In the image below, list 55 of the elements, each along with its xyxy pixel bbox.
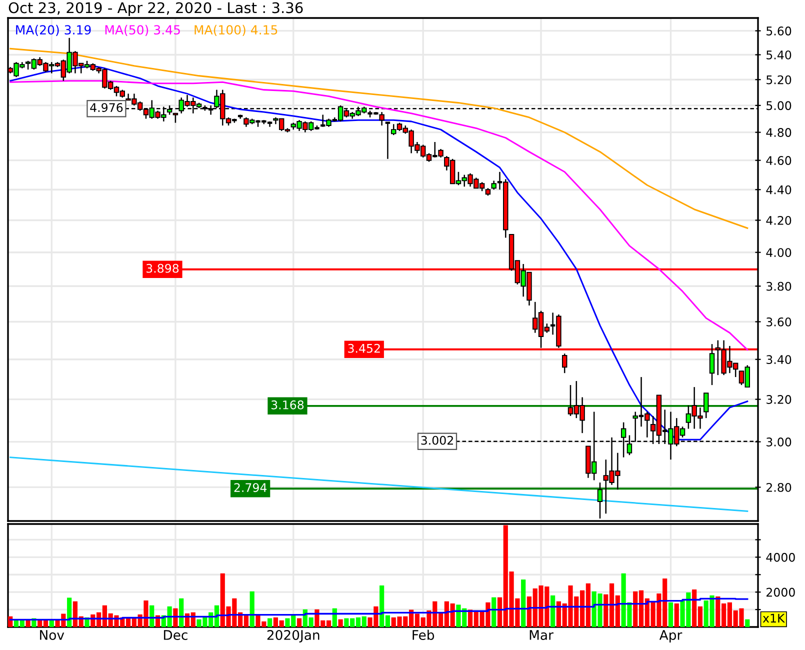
candlestick bbox=[709, 343, 715, 386]
text: MA(20) 3.19 bbox=[16, 24, 91, 36]
y-tick-label: 2.80 bbox=[766, 482, 792, 492]
candlestick bbox=[704, 392, 709, 419]
bar bbox=[745, 619, 750, 627]
x-tick-label: Apr bbox=[659, 630, 682, 643]
y-tick-label: 5.00 bbox=[766, 101, 792, 110]
bar bbox=[67, 598, 72, 627]
candlestick bbox=[384, 122, 392, 160]
bar bbox=[492, 597, 496, 627]
x-tick-label: Dec bbox=[164, 630, 188, 640]
ref-line-label: 2.794 bbox=[234, 483, 267, 492]
bar bbox=[179, 598, 184, 627]
y-tick-label: 3.40 bbox=[766, 355, 792, 364]
bar bbox=[521, 580, 526, 627]
ref-line-label: 3.168 bbox=[271, 400, 304, 410]
y-tick-label: 5.20 bbox=[766, 75, 792, 84]
y-tick-label: 4000 bbox=[766, 552, 795, 562]
ref-line-label: 4.976 bbox=[90, 103, 123, 112]
y-tick-label: 5.40 bbox=[766, 50, 792, 60]
candlestick bbox=[562, 352, 568, 374]
line-series bbox=[10, 80, 748, 351]
y-tick-label: 3.60 bbox=[766, 317, 792, 326]
text: MA(50) 3.45 bbox=[105, 24, 180, 36]
bar bbox=[550, 595, 556, 627]
ref-line-label: 3.898 bbox=[146, 264, 179, 273]
y-tick-label: 4.80 bbox=[766, 128, 792, 137]
y-tick-label: 4.20 bbox=[766, 216, 792, 225]
x-tick-label: Mar bbox=[530, 630, 554, 640]
y-tick-label: 5.60 bbox=[766, 26, 792, 36]
x-tick-label: Feb bbox=[412, 630, 434, 640]
bar bbox=[338, 619, 343, 627]
bar bbox=[250, 591, 254, 627]
y-tick-label: 3.80 bbox=[766, 282, 792, 291]
y-tick-label: 4.00 bbox=[766, 248, 792, 258]
x-tick-label: 2020Jan bbox=[267, 630, 320, 642]
ref-line-label: 3.452 bbox=[348, 344, 380, 353]
y-tick-label: 3.00 bbox=[766, 438, 792, 446]
y-tick-label: 2000 bbox=[766, 588, 795, 597]
y-tick-label: 3.20 bbox=[766, 395, 792, 404]
line-series bbox=[10, 48, 748, 229]
candlestick bbox=[172, 112, 178, 124]
bar bbox=[668, 602, 674, 627]
y-tick-label: 4.60 bbox=[766, 156, 792, 165]
y-tick-label: 4.40 bbox=[766, 185, 792, 194]
chart-title: Oct 23, 2019 - Apr 22, 2020 - Last : 3.36 bbox=[8, 2, 303, 16]
bar bbox=[674, 603, 679, 627]
y-axis-title: x1K bbox=[762, 614, 785, 622]
bar bbox=[150, 605, 154, 627]
bar bbox=[296, 618, 302, 627]
bar bbox=[173, 608, 178, 627]
text: MA(100) 4.15 bbox=[194, 24, 278, 36]
ref-line-label: 3.002 bbox=[421, 436, 453, 445]
bar bbox=[267, 618, 272, 627]
x-tick-label: Nov bbox=[40, 630, 64, 640]
